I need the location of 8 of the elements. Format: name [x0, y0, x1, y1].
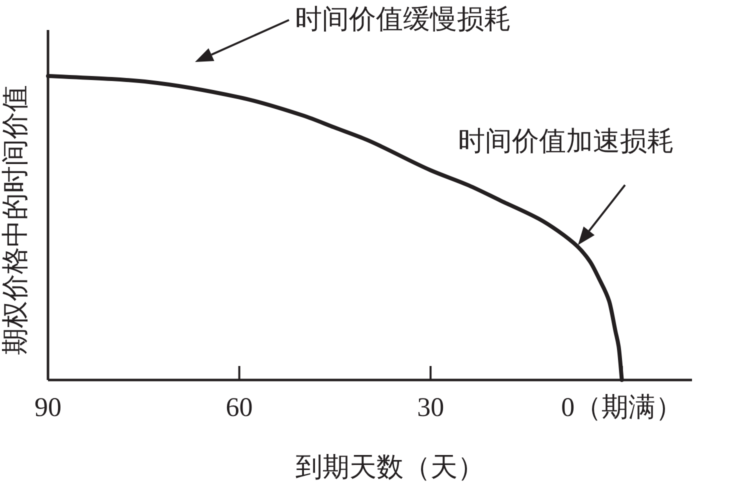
x-tick-label: 90 [34, 392, 62, 422]
annotation: 时间价值加速损耗 [458, 126, 674, 156]
x-tick-label: 30 [417, 392, 444, 422]
x-axis-title: 到期天数（天） [296, 452, 484, 482]
x-tick-label: 60 [226, 392, 253, 422]
x-tick-label: 0（期满） [561, 392, 683, 422]
y-axis-title: 期权价格中的时间价值 [0, 85, 30, 355]
text: 时间价值缓慢损耗 [295, 4, 511, 34]
